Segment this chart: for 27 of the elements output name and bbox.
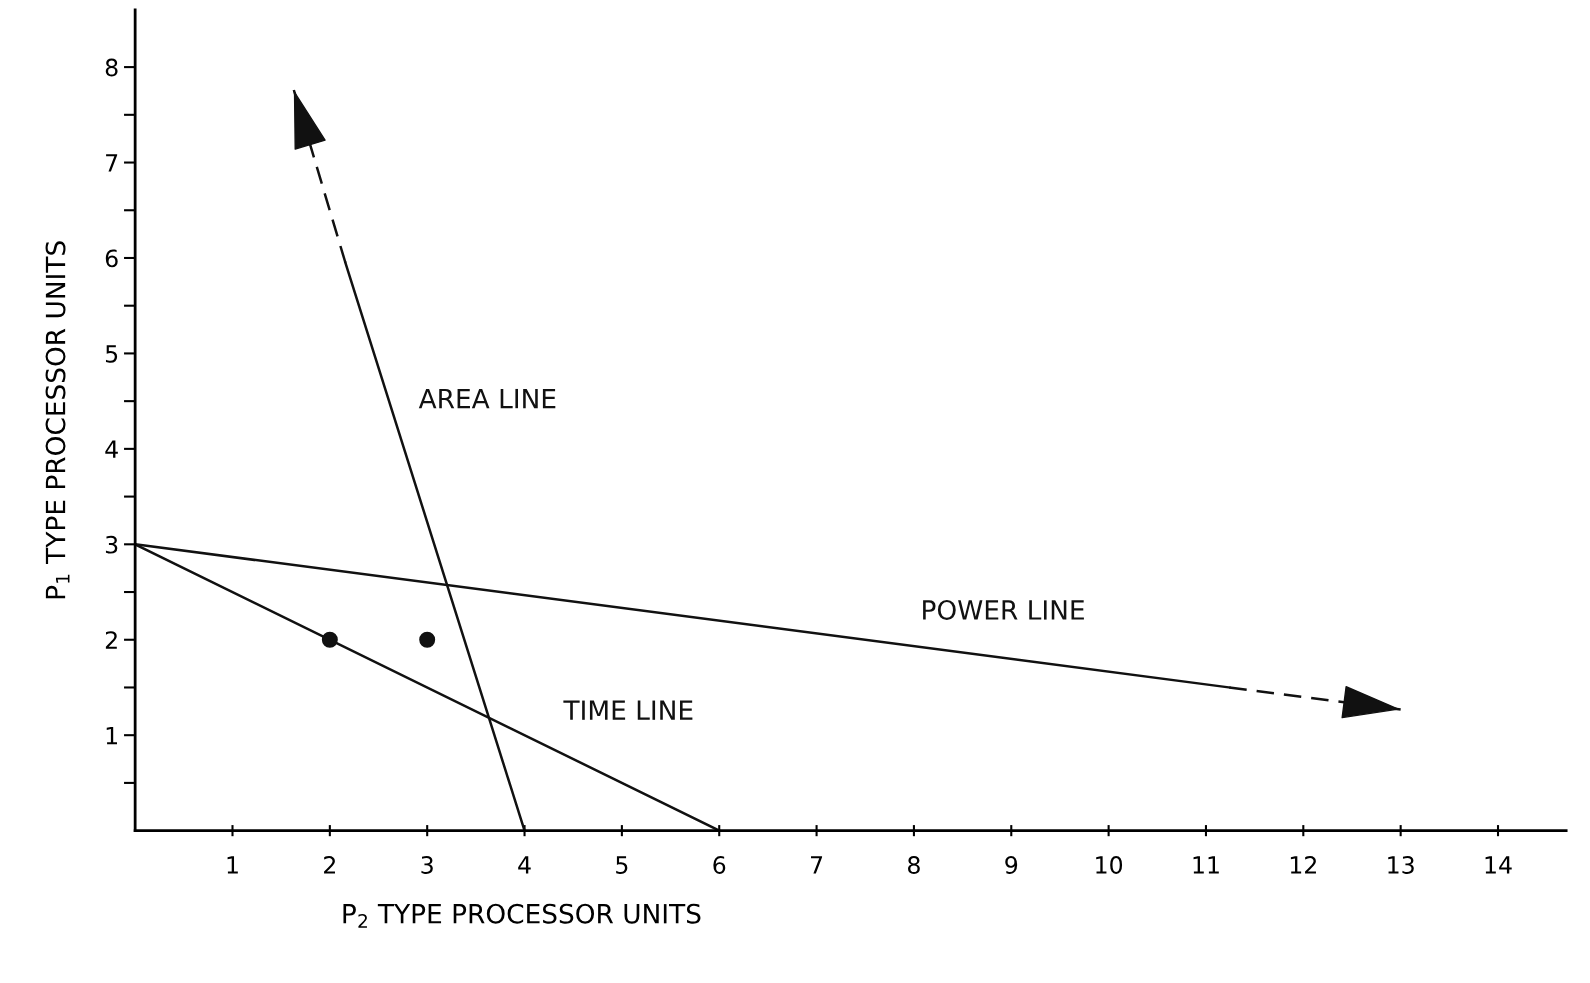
series-label: AREA LINE (418, 388, 556, 409)
x-tick-label: 2 (324, 856, 335, 874)
x-tick-label: 8 (908, 856, 920, 874)
y-tick-label: 4 (105, 440, 118, 458)
y-tick-label: 5 (105, 345, 118, 363)
x-tick-label: 13 (1388, 856, 1414, 874)
y-tick-label: 7 (106, 154, 118, 172)
series-label: TIME LINE (563, 700, 693, 720)
x-tick-label: 10 (1096, 856, 1123, 874)
y-tick-label: 2 (105, 631, 117, 649)
x-axis-title: P$_{2}$ TYPE PROCESSOR UNITS (343, 903, 701, 928)
x-tick-label: 11 (1193, 856, 1219, 874)
series-label: POWER LINE (923, 600, 1084, 620)
y-tick-label: 8 (105, 58, 118, 77)
x-tick-label: 6 (713, 856, 726, 874)
x-tick-label: 9 (1005, 856, 1018, 874)
y-axis-title: P$_{1}$ TYPE PROCESSOR UNITS (45, 241, 70, 599)
y-tick-label: 1 (106, 726, 117, 745)
y-tick-label: 6 (105, 249, 118, 268)
y-tick-label: 3 (105, 535, 118, 554)
x-tick-label: 4 (518, 856, 531, 874)
x-tick-label: 14 (1485, 856, 1512, 874)
x-tick-label: 1 (227, 856, 238, 874)
x-tick-label: 7 (811, 856, 823, 874)
x-tick-label: 12 (1290, 856, 1316, 874)
x-tick-label: 3 (421, 856, 433, 874)
x-tick-label: 5 (616, 856, 628, 874)
